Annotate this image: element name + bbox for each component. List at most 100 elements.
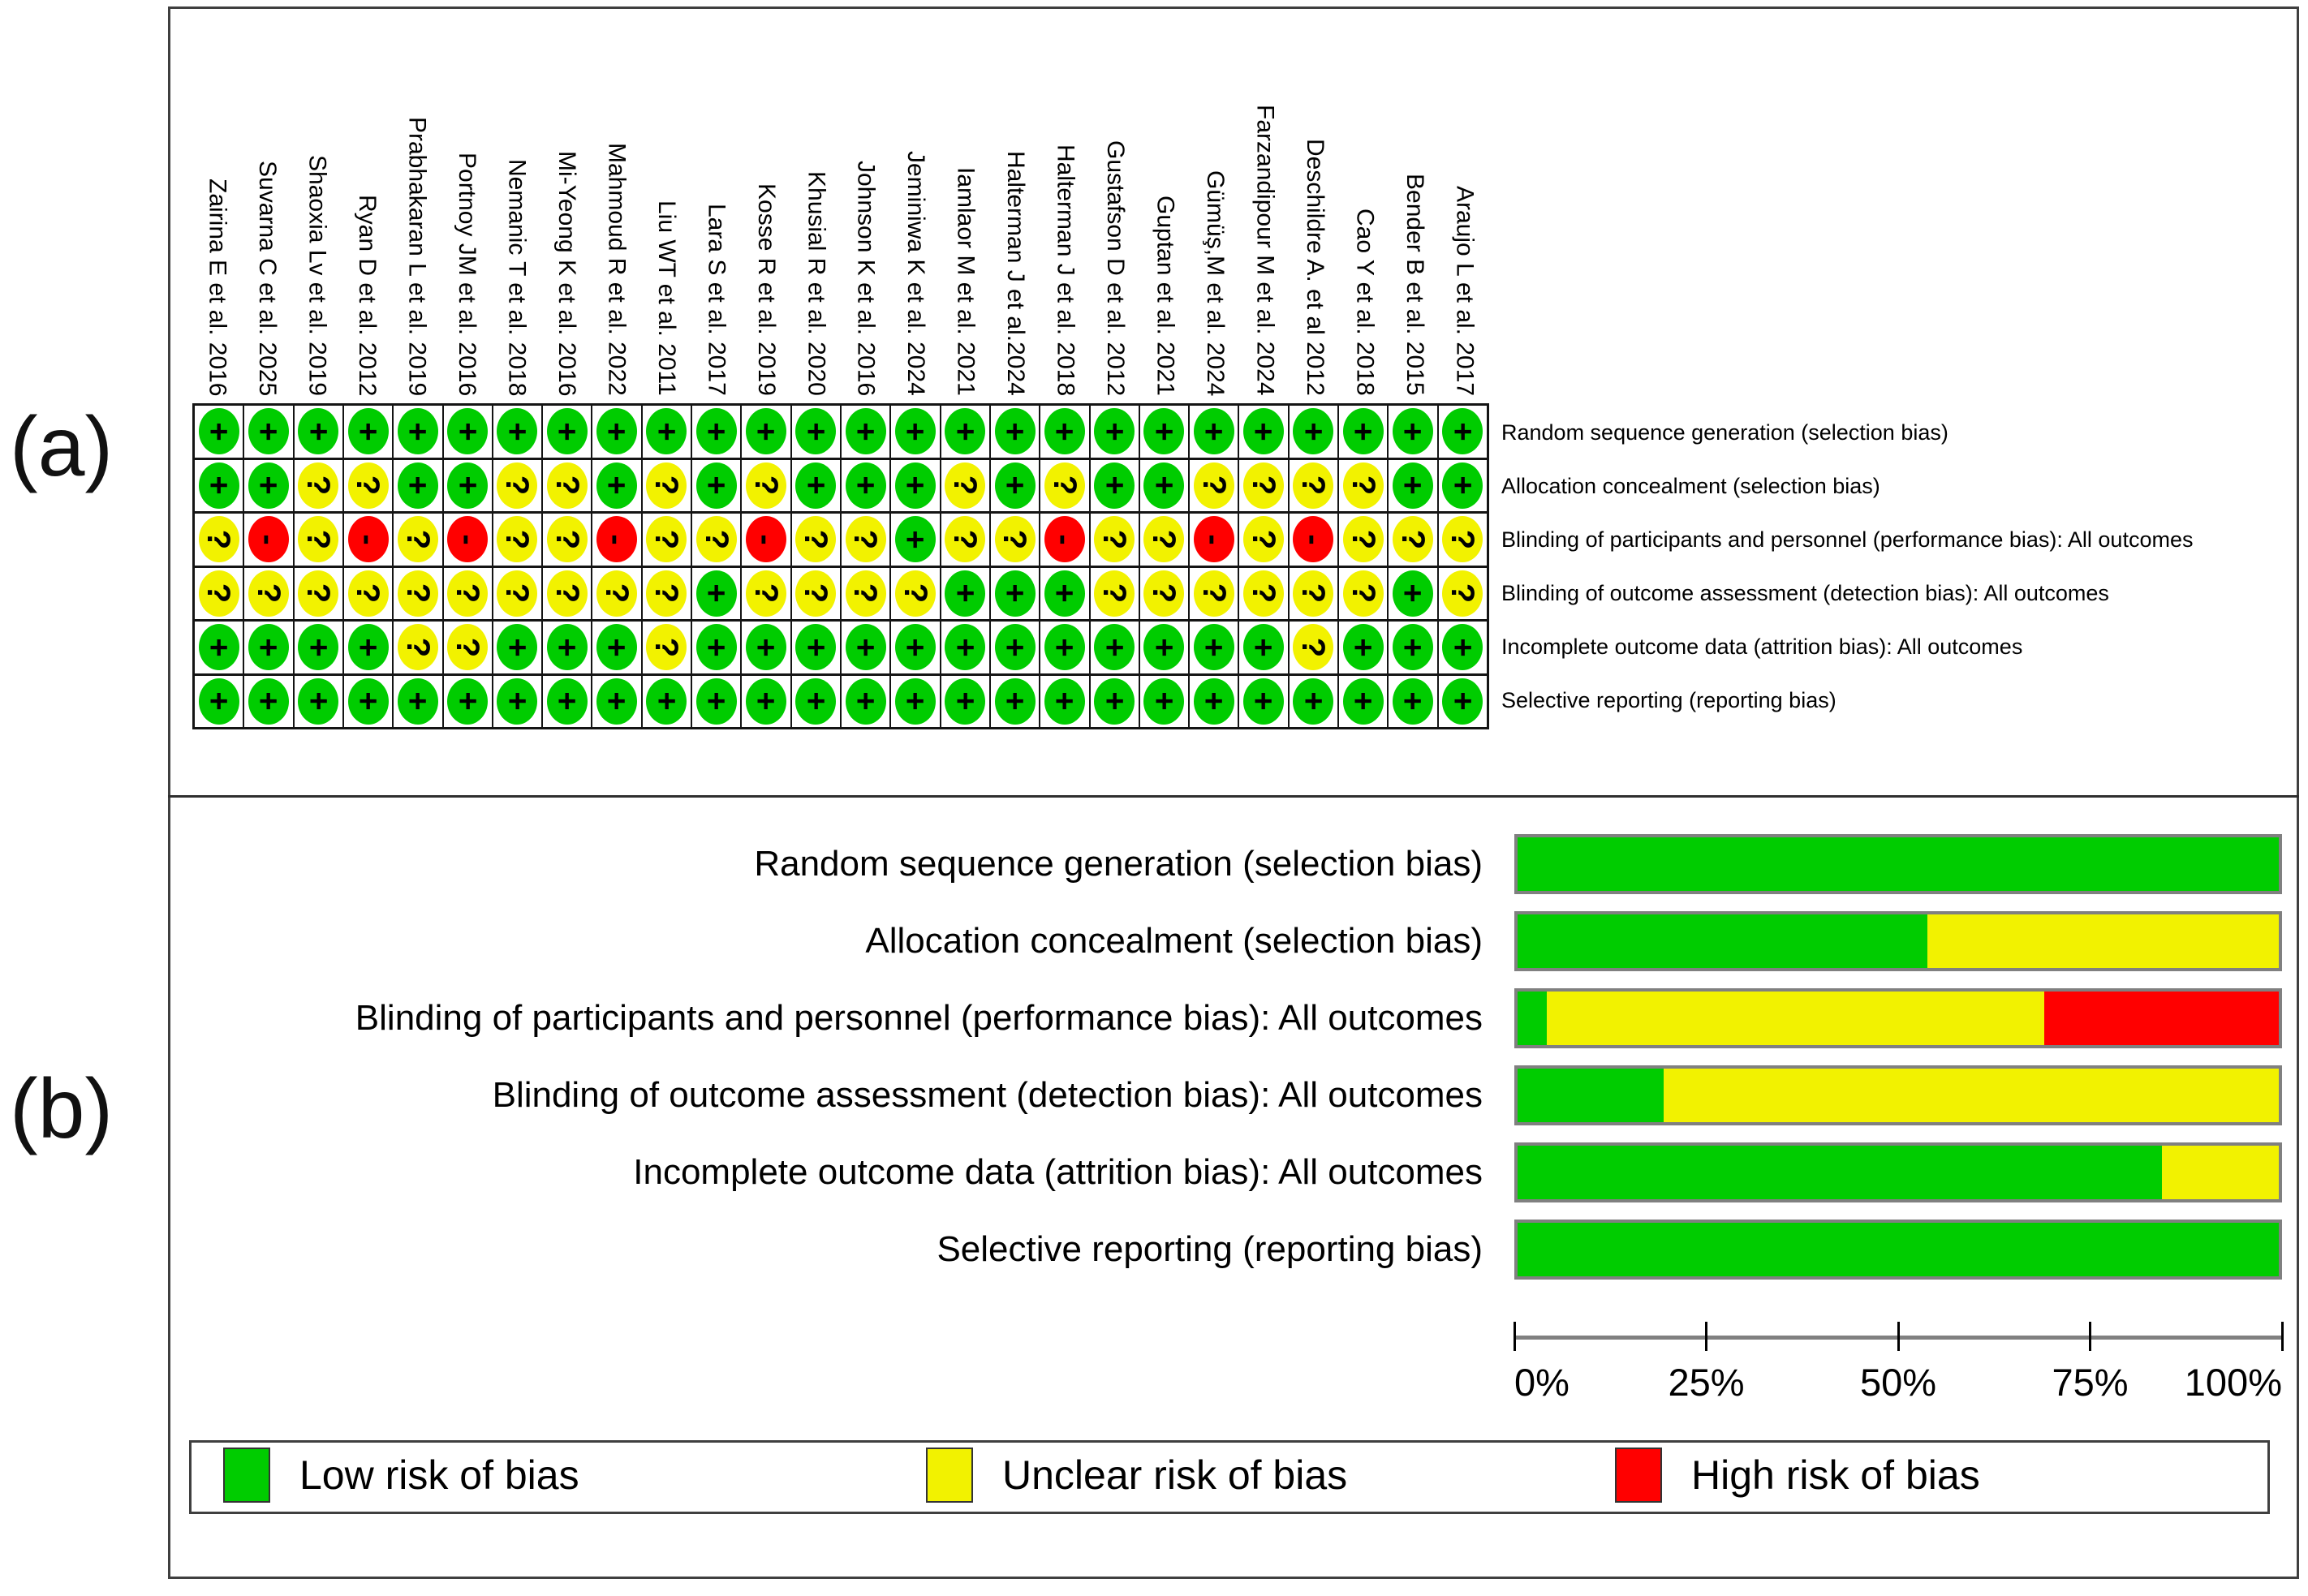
study-label-column: Portnoy JM et al. 2016: [441, 34, 491, 396]
study-label-column: Shaoxia Lv et al. 2019: [292, 34, 342, 396]
risk-cell: +: [791, 675, 840, 727]
risk-symbol: +: [1046, 583, 1083, 603]
stacked-bar: [1514, 1065, 2282, 1125]
risk-circle-high: -: [746, 516, 787, 563]
risk-symbol: ?: [1246, 583, 1282, 604]
figure-border: [168, 6, 2299, 1579]
risk-cell: ?: [195, 567, 243, 619]
risk-circle-low: +: [497, 678, 538, 725]
risk-cell: ?: [1389, 514, 1437, 566]
risk-circle-low: +: [1094, 678, 1135, 725]
risk-cell: -: [244, 514, 293, 566]
study-label-column: Mahmoud R et al. 2022: [592, 34, 641, 396]
risk-cell: +: [692, 406, 741, 458]
risk-cell: ?: [394, 514, 442, 566]
risk-symbol: ?: [499, 475, 536, 496]
risk-symbol: +: [997, 691, 1033, 711]
study-label: Lara S et al. 2017: [703, 204, 730, 396]
study-label: Iamlaor M et al. 2021: [952, 167, 980, 396]
risk-symbol: ?: [1295, 475, 1332, 496]
risk-circle-low: +: [1193, 678, 1234, 725]
risk-cell: ?: [642, 622, 691, 673]
risk-circle-low: +: [845, 462, 886, 509]
risk-circle-unclear: ?: [397, 624, 438, 671]
risk-symbol: ?: [648, 529, 685, 549]
risk-circle-unclear: ?: [845, 516, 886, 563]
risk-circle-low: +: [795, 462, 837, 509]
risk-symbol: +: [847, 691, 884, 711]
risk-symbol: ?: [300, 475, 337, 496]
risk-cell: +: [592, 406, 641, 458]
study-label-column: Guptan et al. 2021: [1140, 34, 1190, 396]
study-label: Mi-Yeong K et al. 2016: [553, 150, 580, 396]
risk-symbol: +: [1195, 691, 1232, 711]
risk-cell: +: [294, 622, 342, 673]
risk-symbol: +: [1345, 638, 1381, 657]
risk-symbol: +: [947, 583, 984, 603]
risk-cell: +: [244, 459, 293, 511]
risk-symbol: +: [1445, 475, 1481, 495]
risk-cell: +: [842, 406, 890, 458]
risk-symbol: +: [997, 583, 1033, 603]
study-label-column: Khusial R et al. 2020: [791, 34, 841, 396]
risk-symbol: ?: [698, 529, 734, 549]
risk-cell: ?: [543, 567, 592, 619]
risk-cell: -: [592, 514, 641, 566]
risk-circle-high: -: [1044, 516, 1085, 563]
risk-symbol: ?: [1246, 475, 1282, 496]
panel-divider: [168, 795, 2299, 798]
axis-tick-label: 50%: [1859, 1361, 1937, 1404]
risk-symbol: ?: [549, 529, 585, 549]
study-label: Halterman J et al.2024: [1002, 151, 1030, 396]
risk-cell: ?: [891, 567, 940, 619]
risk-circle-low: +: [1044, 570, 1085, 617]
risk-symbol: +: [599, 422, 635, 441]
bar-segment-unclear: [1927, 914, 2279, 968]
bar-category-label: Incomplete outcome data (attrition bias)…: [633, 1152, 1483, 1192]
legend-label: Unclear risk of bias: [1002, 1452, 1348, 1498]
risk-symbol: ?: [648, 583, 685, 604]
risk-symbol: +: [897, 422, 933, 441]
risk-circle-low: +: [1342, 624, 1384, 671]
risk-cell: ?: [493, 514, 542, 566]
study-labels-row: Zairina E et al. 2016 Suvarna C et al. 20…: [192, 34, 1489, 396]
risk-circle-unclear: ?: [695, 516, 737, 563]
risk-symbol: +: [1046, 638, 1083, 657]
risk-circle-high: -: [347, 516, 389, 563]
risk-symbol: +: [350, 691, 386, 711]
study-label: Prabhakaran L et al. 2019: [403, 116, 431, 396]
bar-segment-unclear: [1664, 1069, 2279, 1122]
risk-cell: ?: [394, 622, 442, 673]
domain-label: Blinding of outcome assessment (detectio…: [1501, 580, 2109, 605]
risk-circle-low: +: [1293, 408, 1334, 455]
study-label: Suvarna C et al. 2025: [254, 160, 282, 396]
risk-circle-low: +: [746, 624, 787, 671]
risk-cell: +: [493, 406, 542, 458]
risk-cell: ?: [692, 514, 741, 566]
study-label: Gümüş,M et al. 2024: [1201, 170, 1229, 396]
risk-cell: +: [642, 675, 691, 727]
risk-symbol: +: [250, 638, 286, 657]
risk-cell: +: [294, 406, 342, 458]
risk-symbol: +: [997, 475, 1033, 495]
study-label: Ryan D et al. 2012: [354, 194, 381, 396]
risk-circle-unclear: ?: [795, 516, 837, 563]
risk-symbol: +: [1096, 475, 1133, 495]
risk-symbol: +: [748, 422, 785, 441]
bar-category-label: Random sequence generation (selection bi…: [754, 844, 1483, 884]
study-label: Zairina E et al. 2016: [204, 178, 231, 397]
risk-cell: +: [1438, 459, 1487, 511]
risk-circle-unclear: ?: [1243, 462, 1285, 509]
risk-cell: +: [195, 622, 243, 673]
risk-cell: ?: [294, 514, 342, 566]
risk-cell: +: [742, 406, 790, 458]
risk-circle-low: +: [795, 408, 837, 455]
bar-category-label: Blinding of participants and personnel (…: [355, 998, 1483, 1038]
risk-cell: ?: [842, 567, 890, 619]
risk-symbol: +: [1395, 638, 1432, 657]
risk-symbol: +: [748, 638, 785, 657]
risk-cell: ?: [1090, 567, 1139, 619]
domain-label: Incomplete outcome data (attrition bias)…: [1501, 634, 2023, 659]
risk-symbol: ?: [450, 583, 486, 604]
risk-symbol: +: [1146, 422, 1182, 441]
